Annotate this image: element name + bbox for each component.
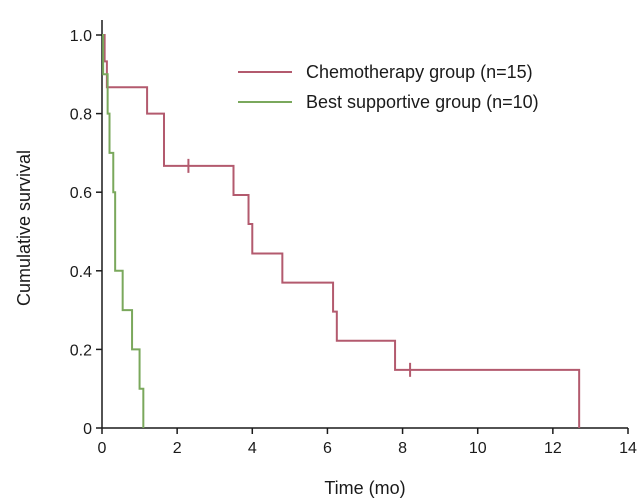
y-tick-label: 1.0: [70, 28, 92, 45]
y-tick-label: 0.8: [70, 107, 92, 124]
y-tick-label: 0: [83, 421, 92, 438]
x-ticks: 0 2 4 6 8 10 12 14: [98, 428, 637, 457]
axes: [101, 20, 628, 429]
y-axis-label: Cumulative survival: [14, 150, 34, 306]
y-tick-label: 0.4: [70, 264, 92, 281]
legend: Chemotherapy group (n=15) Best supportive…: [238, 62, 539, 112]
x-tick-label: 10: [469, 440, 487, 457]
y-ticks: 0 0.2 0.4 0.6 0.8 1.0: [70, 28, 102, 438]
x-tick-label: 2: [173, 440, 182, 457]
x-tick-label: 4: [248, 440, 257, 457]
y-tick-label: 0.6: [70, 185, 92, 202]
legend-label-2: Best supportive group (n=10): [306, 92, 539, 112]
x-tick-label: 14: [619, 440, 637, 457]
x-tick-label: 0: [98, 440, 107, 457]
series-layer: [102, 34, 581, 428]
x-axis-label: Time (mo): [324, 478, 405, 498]
series-line-2: [102, 34, 145, 428]
y-tick-label: 0.2: [70, 342, 92, 359]
x-tick-label: 8: [398, 440, 407, 457]
legend-label-1: Chemotherapy group (n=15): [306, 62, 533, 82]
x-tick-label: 6: [323, 440, 332, 457]
x-tick-label: 12: [544, 440, 562, 457]
